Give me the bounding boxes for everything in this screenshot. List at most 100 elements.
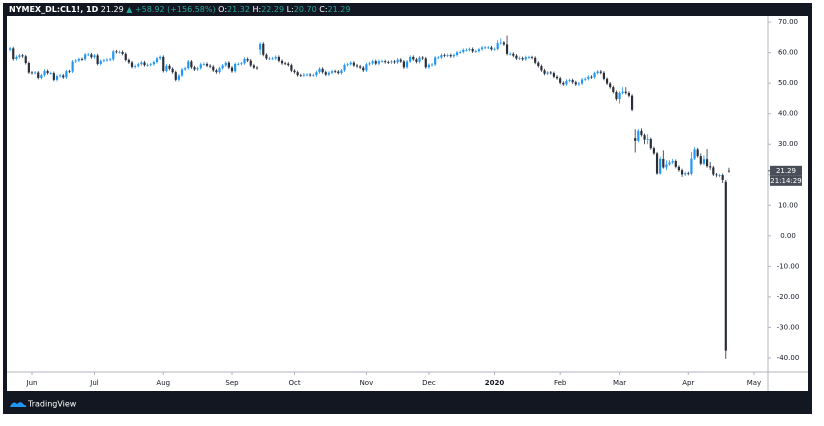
- open-label: O:: [218, 5, 227, 14]
- candle-body: [215, 70, 218, 73]
- candle-body: [15, 56, 18, 60]
- candle-body: [43, 70, 46, 76]
- candle-body: [496, 43, 499, 49]
- candle-body: [599, 71, 602, 73]
- candle-body: [230, 67, 234, 72]
- candle-body: [471, 48, 474, 52]
- y-tick-label: 30.00: [778, 140, 798, 148]
- candle-body: [227, 62, 230, 68]
- last-price-badge: [770, 165, 802, 176]
- candle-body: [565, 80, 568, 85]
- candle-body: [337, 71, 340, 74]
- candle-body: [502, 42, 506, 45]
- candle-body: [593, 73, 596, 78]
- candle-body: [449, 55, 452, 57]
- candle-body: [84, 54, 87, 60]
- x-tick-label: Dec: [422, 379, 436, 387]
- y-tick-label: 50.00: [778, 79, 798, 87]
- candle-body: [468, 48, 471, 50]
- candle-body: [137, 64, 140, 67]
- candle-body: [618, 92, 621, 100]
- candle-body: [605, 78, 609, 84]
- candle-body: [49, 73, 52, 74]
- candle-body: [34, 72, 37, 74]
- candle-body: [662, 158, 665, 168]
- candle-body: [490, 47, 493, 50]
- candle-body: [649, 139, 652, 149]
- y-tick-label: 60.00: [778, 49, 798, 57]
- candle-body: [268, 58, 271, 60]
- candle-body: [462, 49, 465, 53]
- candle-body: [180, 69, 184, 76]
- candle-body: [709, 166, 712, 168]
- candle-body: [427, 64, 431, 68]
- candle-body: [159, 56, 162, 59]
- candle-body: [527, 57, 531, 59]
- candle-body: [118, 52, 121, 53]
- candle-body: [543, 70, 546, 74]
- close-label: C:: [319, 5, 327, 14]
- candle-body: [174, 72, 177, 80]
- candle-body: [615, 92, 618, 100]
- candle-body: [571, 80, 574, 83]
- candle-body: [324, 72, 327, 75]
- candle-body: [199, 64, 202, 69]
- candle-body: [234, 63, 237, 72]
- candle-body: [549, 72, 552, 74]
- candle-body: [609, 83, 612, 88]
- candle-body: [587, 76, 590, 79]
- candle-body: [127, 59, 130, 63]
- candle-body: [380, 61, 384, 62]
- candle-body: [727, 170, 731, 172]
- candle-body: [668, 162, 671, 165]
- candle-body: [259, 43, 262, 50]
- candle-body: [437, 57, 440, 59]
- candle-body: [62, 75, 65, 78]
- candle-body: [71, 61, 74, 72]
- candle-body: [718, 175, 721, 176]
- change: ▲ +58.92 (+156.58%): [126, 5, 215, 14]
- candle-body: [352, 62, 355, 66]
- candle-body: [684, 173, 687, 175]
- candle-body: [196, 68, 199, 70]
- candle-body: [371, 61, 374, 64]
- candle-body: [530, 57, 534, 59]
- candle-body: [412, 56, 415, 60]
- candle-body: [362, 67, 365, 71]
- candle-body: [627, 92, 631, 96]
- candle-body: [240, 63, 243, 65]
- candle-body: [255, 67, 259, 69]
- candle-body: [130, 62, 134, 67]
- candle-body: [415, 59, 418, 62]
- x-tick-label: Mar: [613, 379, 626, 387]
- candle-body: [359, 66, 362, 68]
- candle-body: [212, 66, 215, 71]
- candle-body: [134, 66, 137, 67]
- countdown-label: 21:14:29: [770, 177, 801, 185]
- candle-body: [202, 63, 205, 65]
- candle-body: [465, 49, 468, 51]
- candle-body: [677, 166, 681, 171]
- candle-body: [90, 54, 93, 58]
- y-tick-label: 40.00: [778, 110, 798, 118]
- candle-body: [659, 158, 662, 174]
- x-tick-label: Sep: [225, 379, 239, 387]
- candle-body: [184, 68, 187, 70]
- candle-body: [702, 159, 706, 164]
- brand-logo[interactable]: TradingView: [10, 400, 77, 409]
- candle-body: [680, 170, 684, 175]
- candle-body: [724, 181, 727, 351]
- candle-body: [705, 159, 709, 167]
- candle-body: [93, 55, 96, 58]
- candle-body: [355, 65, 359, 67]
- candle-body: [55, 76, 59, 80]
- candle-body: [634, 138, 637, 141]
- candle-body: [121, 52, 124, 54]
- candle-body: [21, 55, 24, 57]
- candle-body: [418, 57, 421, 62]
- candle-body: [452, 55, 456, 57]
- candle-body: [27, 63, 30, 73]
- candle-body: [696, 149, 699, 157]
